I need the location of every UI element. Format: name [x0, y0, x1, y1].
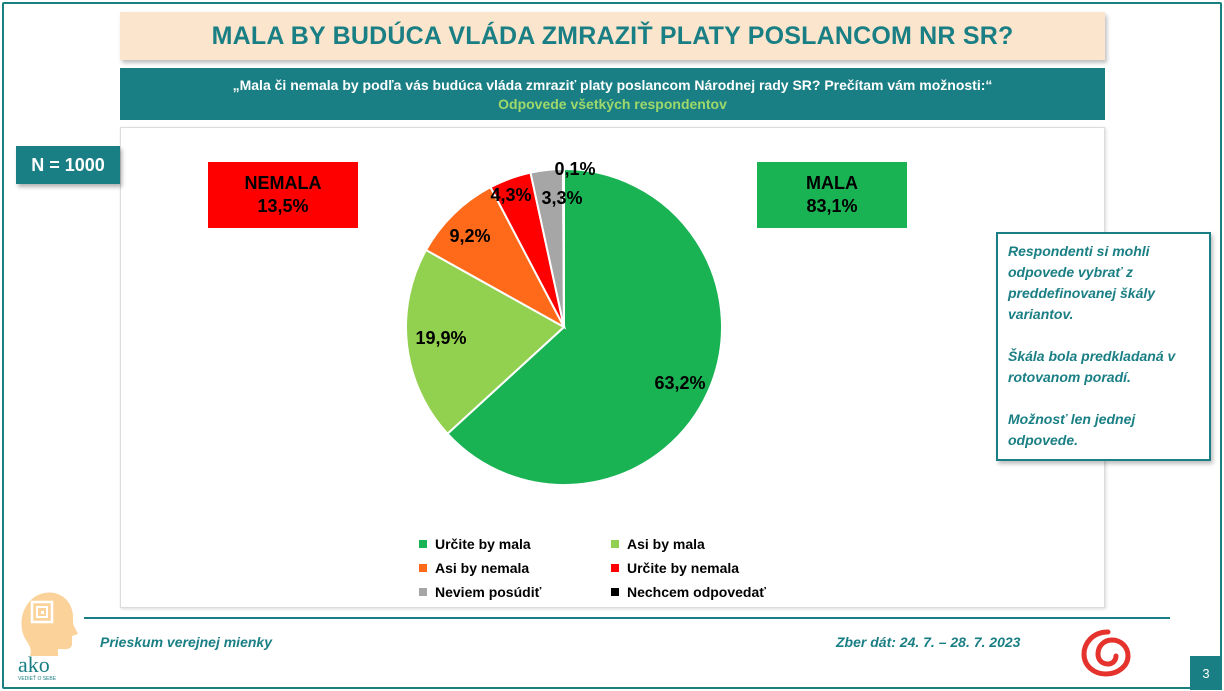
- question-banner: „Mala či nemala by podľa vás budúca vlád…: [120, 68, 1105, 120]
- ako-logo-icon: ako VEDIEŤ O SEBE: [18, 592, 78, 682]
- group-nemala-label: NEMALA: [244, 173, 322, 193]
- legend-item: Nechcem odpovedať: [611, 584, 766, 600]
- respondents-label: Odpovede všetkých respondentov: [498, 95, 727, 112]
- note-line: Respondenti si mohli odpovede vybrať z p…: [1008, 243, 1156, 322]
- ako-logo-text: ako: [18, 652, 50, 677]
- legend-label: Nechcem odpovedať: [627, 584, 766, 600]
- legend-swatch: [419, 588, 427, 596]
- pie-data-label: 19,9%: [415, 328, 466, 348]
- partner-swirl-logo-icon: [1081, 629, 1131, 677]
- footer-divider: [84, 617, 1170, 619]
- group-nemala: NEMALA 13,5%: [208, 162, 358, 228]
- pie-data-label: 63,2%: [654, 373, 705, 393]
- legend-label: Asi by nemala: [435, 560, 530, 576]
- legend-item: Určite by mala: [419, 536, 531, 552]
- legend-item: Neviem posúdiť: [419, 584, 541, 600]
- legend-label: Neviem posúdiť: [435, 584, 542, 600]
- legend-item: Asi by nemala: [419, 560, 529, 576]
- pie-slice-asi-by-nemala: [424, 185, 567, 330]
- group-mala-label: MALA: [806, 173, 858, 193]
- legend-swatch: [611, 540, 619, 548]
- pie-data-label: 0,1%: [554, 159, 595, 179]
- methodology-note: Respondenti si mohli odpovede vybrať z p…: [996, 232, 1211, 461]
- footer-survey-name: Prieskum verejnej mienky: [100, 634, 272, 650]
- footer-collection-date: Zber dát: 24. 7. – 28. 7. 2023: [836, 634, 1021, 650]
- pie-slice-nechcem-odpoveda-: [562, 167, 565, 328]
- legend-item: Asi by mala: [611, 536, 705, 552]
- page-number: 3: [1190, 656, 1222, 690]
- note-line: Možnosť len jednej odpovede.: [1008, 411, 1136, 448]
- pie-data-label: 4,3%: [490, 185, 531, 205]
- legend-swatch: [419, 564, 427, 572]
- note-line: Škála bola predkladaná v rotovanom porad…: [1008, 348, 1176, 385]
- pie-data-label: 3,3%: [541, 188, 582, 208]
- title-banner: MALA BY BUDÚCA VLÁDA ZMRAZIŤ PLATY POSLA…: [120, 12, 1105, 60]
- legend-label: Asi by mala: [627, 536, 705, 552]
- ako-logo-tagline: VEDIEŤ O SEBE: [18, 674, 57, 682]
- group-mala: MALA 83,1%: [757, 162, 907, 228]
- sample-size-badge: N = 1000: [16, 146, 120, 184]
- group-nemala-value: 13,5%: [257, 196, 309, 216]
- legend-label: Určite by mala: [435, 536, 531, 552]
- legend-item: Určite by nemala: [611, 560, 739, 576]
- legend-swatch: [611, 588, 619, 596]
- pie-slice-ur-ite-by-mala: [446, 167, 723, 486]
- survey-question: „Mala či nemala by podľa vás budúca vlád…: [232, 76, 993, 93]
- legend-swatch: [611, 564, 619, 572]
- pie-data-label: 9,2%: [449, 226, 490, 246]
- legend-swatch: [419, 540, 427, 548]
- page-title: MALA BY BUDÚCA VLÁDA ZMRAZIŤ PLATY POSLA…: [211, 21, 1014, 50]
- pie-slice-asi-by-mala: [405, 248, 566, 436]
- group-mala-value: 83,1%: [806, 196, 858, 216]
- legend-label: Určite by nemala: [627, 560, 740, 576]
